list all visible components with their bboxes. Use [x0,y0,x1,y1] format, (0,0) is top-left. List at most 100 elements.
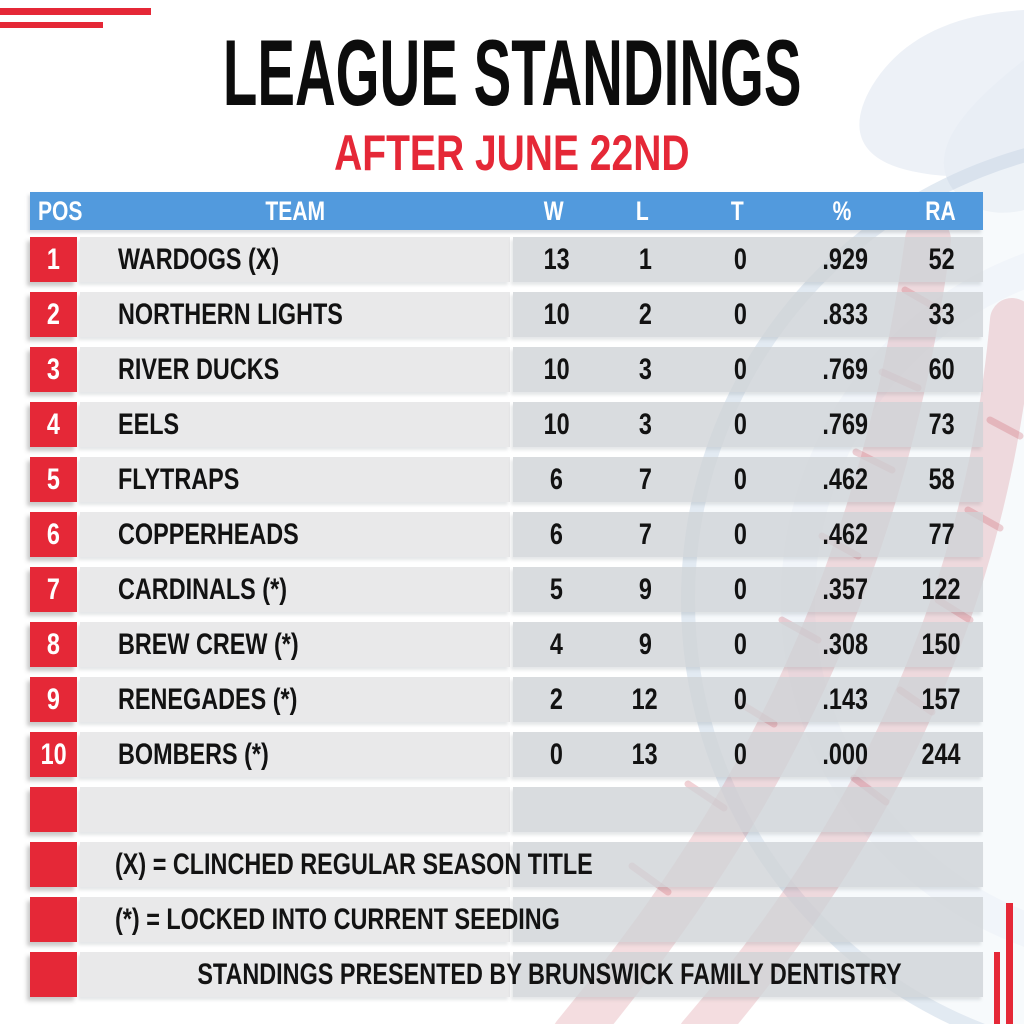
position-number: 1 [46,242,61,276]
column-header-pos: POS [38,195,83,226]
ties-value: 0 [733,462,747,496]
losses-cell: 3 [600,353,690,387]
pct-cell: .769 [790,353,900,387]
table-row: 3 RIVER DUCKS 10 3 0 .769 60 [30,347,983,392]
team-cell: BREW CREW (*) [80,622,510,667]
ties-cell: 0 [690,243,790,277]
page-subtitle: AFTER JUNE 22ND [334,125,690,181]
wins-value: 13 [543,242,570,276]
win-pct-value: .769 [822,352,868,386]
win-pct-value: .357 [822,572,868,606]
runs-allowed-value: 77 [928,517,955,551]
wins-value: 6 [549,462,564,496]
team-cell: BOMBERS (*) [80,732,510,777]
ties-value: 0 [733,572,747,606]
losses-value: 12 [631,682,659,716]
wins-value: 6 [549,517,564,551]
ra-cell: 33 [900,298,983,332]
runs-allowed-value: 58 [928,462,955,496]
wins-cell: 0 [513,738,600,772]
team-name: EELS [118,407,180,441]
stats-cell: 4 9 0 .308 150 [513,622,983,667]
position-badge: 2 [30,292,77,337]
column-header-team: TEAM [265,195,325,226]
ra-cell: 58 [900,463,983,497]
ties-value: 0 [733,352,747,386]
stats-cell: 6 7 0 .462 77 [513,512,983,557]
ra-cell: 244 [900,738,983,772]
legend-locked-text: (*) = LOCKED INTO CURRENT SEEDING [115,902,560,936]
wins-cell: 5 [513,573,600,607]
legend-row-locked: (*) = LOCKED INTO CURRENT SEEDING [30,897,983,942]
losses-cell: 13 [600,738,690,772]
stats-cell: 6 7 0 .462 58 [513,457,983,502]
position-badge [30,787,77,832]
pct-cell: .357 [790,573,900,607]
pct-cell: .462 [790,518,900,552]
team-name: CARDINALS (*) [118,572,287,606]
team-cell: RIVER DUCKS [80,347,510,392]
position-badge: 10 [30,732,77,777]
win-pct-value: .929 [822,242,868,276]
wins-cell: 10 [513,353,600,387]
table-row: 7 CARDINALS (*) 5 9 0 .357 122 [30,567,983,612]
runs-allowed-value: 60 [928,352,955,386]
ties-cell: 0 [690,518,790,552]
losses-value: 2 [638,297,652,331]
position-number: 3 [46,352,61,386]
table-row: 10 BOMBERS (*) 0 13 0 .000 244 [30,732,983,777]
wins-value: 10 [543,297,570,331]
stats-cell: 0 13 0 .000 244 [513,732,983,777]
ra-cell: 122 [900,573,983,607]
team-cell: WARDOGS (X) [80,237,510,282]
losses-value: 9 [638,572,652,606]
stats-cell: 10 2 0 .833 33 [513,292,983,337]
ties-cell: 0 [690,298,790,332]
sponsor-row: STANDINGS PRESENTED BY BRUNSWICK FAMILY … [30,952,983,997]
win-pct-value: .462 [822,517,868,551]
ra-cell: 77 [900,518,983,552]
ra-cell: 52 [900,243,983,277]
table-row: 1 WARDOGS (X) 13 1 0 .929 52 [30,237,983,282]
ties-value: 0 [733,627,747,661]
pct-cell: .143 [790,683,900,717]
win-pct-value: .308 [822,627,868,661]
wins-value: 10 [543,352,570,386]
losses-value: 7 [638,462,652,496]
wins-value: 0 [549,737,564,771]
losses-cell: 9 [600,628,690,662]
table-header-row: POS TEAM W L T % RA [30,192,983,230]
ties-value: 0 [733,737,747,771]
position-number: 9 [46,682,61,716]
ra-cell: 60 [900,353,983,387]
team-cell [80,842,510,887]
wins-cell: 13 [513,243,600,277]
losses-cell: 1 [600,243,690,277]
position-number: 2 [46,297,61,331]
ties-cell: 0 [690,738,790,772]
pct-cell: .000 [790,738,900,772]
top-left-accent-line-1 [0,8,151,15]
page-title: LEAGUE STANDINGS [222,20,802,125]
ra-cell: 150 [900,628,983,662]
ties-cell: 0 [690,628,790,662]
team-cell: EELS [80,402,510,447]
column-header-runs-allowed: RA [924,195,956,226]
pct-cell: .833 [790,298,900,332]
table-row: 5 FLYTRAPS 6 7 0 .462 58 [30,457,983,502]
runs-allowed-value: 33 [928,297,955,331]
losses-value: 3 [638,407,652,441]
team-name: RENEGADES (*) [118,682,298,716]
wins-value: 10 [543,407,570,441]
legend-clinched-text: (X) = CLINCHED REGULAR SEASON TITLE [115,847,593,881]
table-row: 4 EELS 10 3 0 .769 73 [30,402,983,447]
losses-value: 9 [638,627,652,661]
wins-cell: 6 [513,518,600,552]
table-body: 1 WARDOGS (X) 13 1 0 .929 52 2 NORTHERN … [30,237,983,777]
win-pct-value: .462 [822,462,868,496]
team-cell [80,897,510,942]
team-name: COPPERHEADS [118,517,299,551]
losses-cell: 2 [600,298,690,332]
win-pct-value: .143 [822,682,868,716]
